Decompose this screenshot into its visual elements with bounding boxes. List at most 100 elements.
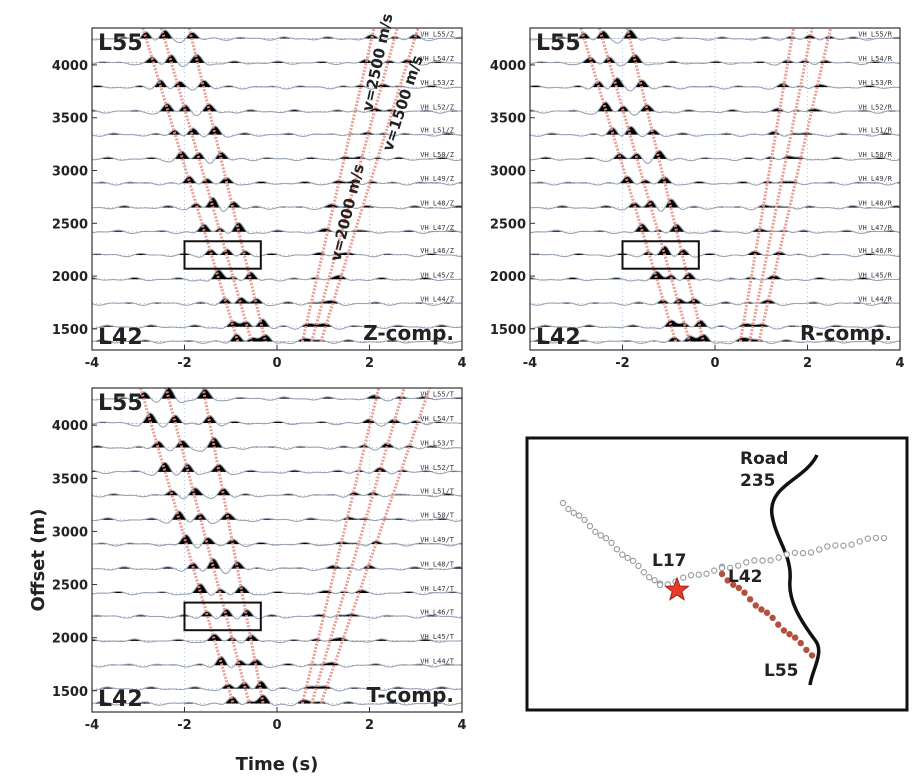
trace-label: VH_L55/T xyxy=(420,391,455,399)
component-label: R-comp. xyxy=(800,321,892,345)
map-road-label-line2: 235 xyxy=(740,471,776,491)
y-tick-label: 3500 xyxy=(52,112,88,127)
array-dot xyxy=(759,557,766,564)
moveout-line xyxy=(201,387,265,704)
x-tick-label: -2 xyxy=(177,356,191,371)
trace-line xyxy=(91,437,462,452)
y-tick-label: 3000 xyxy=(52,165,88,180)
y-tick-label: 1500 xyxy=(490,323,526,338)
trace-fill xyxy=(530,298,900,304)
trace-line xyxy=(92,196,462,212)
array-dot xyxy=(559,499,567,507)
trace-label: VH_L48/T xyxy=(420,561,455,569)
y-tick-label: 4000 xyxy=(490,59,526,74)
trace-label: VH_L46/T xyxy=(420,608,455,616)
array-dot xyxy=(799,549,807,557)
y-tick-label: 2000 xyxy=(490,270,526,285)
moveout-line xyxy=(625,27,705,342)
x-tick-label: -2 xyxy=(177,718,191,733)
trace-fill xyxy=(92,176,462,184)
array-dot xyxy=(880,534,888,542)
array-dot xyxy=(613,545,621,553)
trace-fill xyxy=(92,30,462,39)
trace-line xyxy=(529,270,900,282)
trace-label: VH_L51/T xyxy=(420,487,455,495)
trace-line xyxy=(91,583,462,596)
array-dot xyxy=(680,574,687,581)
trace-fill xyxy=(530,29,900,39)
moveout-line xyxy=(597,27,692,342)
trace-label: VH_L51/R xyxy=(858,127,893,135)
map-far-station-label: L55 xyxy=(764,661,799,681)
array-dot-highlight xyxy=(780,627,788,634)
array-dot xyxy=(619,551,626,558)
array-dot xyxy=(651,577,658,584)
trace-label: VH_L55/Z xyxy=(420,31,454,39)
trace-line xyxy=(529,333,900,345)
trace-line xyxy=(529,77,900,92)
array-dot-highlight xyxy=(769,614,776,622)
trace-fill xyxy=(530,102,900,112)
array-dot-highlight xyxy=(746,596,754,603)
array-dot-highlight xyxy=(791,634,799,641)
trace-line xyxy=(91,125,462,138)
trace-label: VH_L52/T xyxy=(420,464,455,472)
y-tick-label: 2000 xyxy=(52,270,88,285)
trace-line xyxy=(91,333,462,345)
velocity-label: v=2000 m/s xyxy=(326,162,368,263)
trace-label: VH_L53/T xyxy=(420,439,455,447)
trace-label: VH_L44/T xyxy=(420,657,455,665)
station-bottom-label: L42 xyxy=(98,687,143,712)
trace-label: VH_L49/R xyxy=(858,175,893,183)
trace-line xyxy=(530,175,900,186)
array-dot xyxy=(726,564,734,572)
trace-fill xyxy=(92,462,462,472)
array-dot xyxy=(629,557,637,565)
panel-t-comp: VH_L55/T VH_L54/T VH_L53/T VH_L52/T VH_L51/T… xyxy=(28,387,467,775)
trace-label: VH_L47/T xyxy=(420,585,455,593)
y-tick-label: 2500 xyxy=(52,217,88,232)
array-dot xyxy=(581,516,588,524)
trace-line xyxy=(91,655,462,669)
x-tick-label: 4 xyxy=(457,356,466,371)
map-near-station-label: L42 xyxy=(728,567,763,587)
trace-label: VH_L50/T xyxy=(420,512,455,520)
x-tick-label: 0 xyxy=(272,356,281,371)
array-dot xyxy=(775,554,782,561)
trace-line xyxy=(530,198,900,212)
array-dot xyxy=(695,571,702,578)
road-235-line xyxy=(770,454,821,686)
array-dot xyxy=(856,538,863,545)
trace-line xyxy=(529,223,900,235)
trace-label: VH_L44/Z xyxy=(420,296,454,304)
component-label: Z-comp. xyxy=(363,321,454,345)
trace-line xyxy=(91,222,462,235)
x-tick-label: 0 xyxy=(710,356,719,371)
array-dot-highlight xyxy=(808,652,816,659)
trace-line xyxy=(91,680,462,692)
trace-fill xyxy=(92,269,462,280)
trace-line xyxy=(91,248,462,258)
trace-fill xyxy=(530,271,900,280)
trace-line xyxy=(92,175,462,186)
moveout-line xyxy=(310,387,406,704)
trace-line xyxy=(92,318,462,330)
trace-label: VH_L54/Z xyxy=(420,55,454,63)
trace-fill xyxy=(92,634,462,641)
trace-line xyxy=(91,387,462,404)
y-tick-label: 4000 xyxy=(52,59,88,74)
array-dot xyxy=(586,522,594,530)
array-dot xyxy=(840,542,847,549)
y-tick-label: 1500 xyxy=(52,685,88,700)
trace-fill xyxy=(530,150,900,159)
trace-label: VH_L45/T xyxy=(420,633,455,641)
trace-line xyxy=(91,487,462,500)
trace-fill xyxy=(92,79,462,88)
array-dot xyxy=(624,554,631,562)
moveout-line xyxy=(164,387,251,704)
moveout-line xyxy=(738,27,796,342)
array-dot-highlight xyxy=(741,589,748,596)
x-tick-label: 2 xyxy=(365,356,374,371)
x-tick-label: 2 xyxy=(803,356,812,371)
